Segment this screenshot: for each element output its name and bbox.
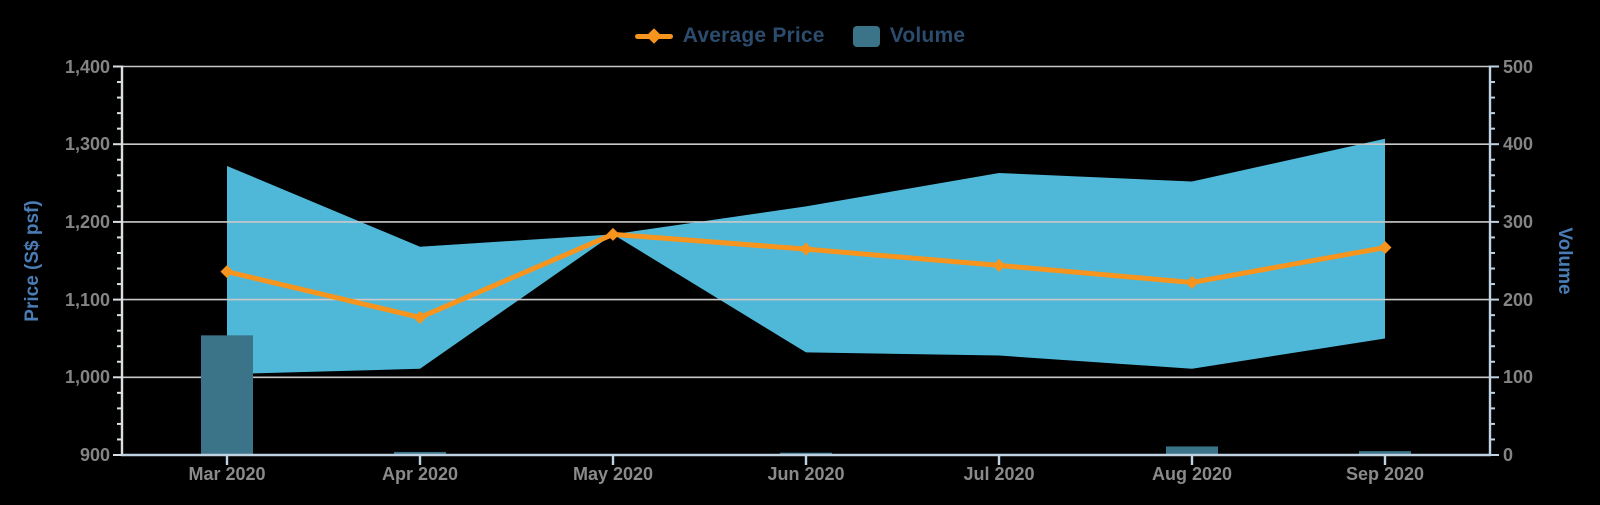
volume-swatch-icon bbox=[852, 25, 880, 47]
left-axis-tick-label: 1,000 bbox=[64, 367, 110, 388]
legend-label-average-price: Average Price bbox=[682, 24, 825, 47]
price-range-band bbox=[227, 138, 1385, 375]
average-price-point bbox=[413, 310, 427, 324]
average-price-point bbox=[1185, 276, 1199, 290]
volume-bar bbox=[394, 451, 446, 455]
x-axis-label: Apr 2020 bbox=[381, 464, 459, 484]
right-axis-tick-label: 0 bbox=[1503, 445, 1514, 465]
x-axis-label: Jul 2020 bbox=[963, 464, 1035, 484]
average-price-line-icon bbox=[634, 28, 673, 44]
right-axis-tick-label: 100 bbox=[1503, 367, 1534, 388]
right-axis-title: Volume bbox=[1554, 227, 1575, 295]
average-price-point bbox=[799, 242, 813, 256]
volume-bar bbox=[1359, 451, 1411, 455]
x-axis-label: Jun 2020 bbox=[767, 464, 845, 484]
left-axis-tick-label: 1,400 bbox=[64, 56, 110, 77]
chart-legend: Average Price Volume bbox=[0, 24, 1600, 48]
volume-bar bbox=[1166, 446, 1218, 455]
right-axis-tick-label: 300 bbox=[1503, 211, 1534, 232]
right-axis-tick-label: 400 bbox=[1503, 134, 1534, 155]
average-price-point bbox=[992, 258, 1006, 272]
right-axis-tick-label: 500 bbox=[1503, 56, 1534, 77]
average-price-point bbox=[220, 265, 234, 279]
right-axis-tick-label: 200 bbox=[1503, 289, 1534, 310]
legend-item-volume[interactable]: Volume bbox=[852, 24, 966, 48]
x-axis-label: Sep 2020 bbox=[1345, 464, 1425, 484]
left-axis-tick-label: 900 bbox=[79, 445, 110, 465]
average-price-point bbox=[1378, 241, 1392, 255]
x-axis-label: Aug 2020 bbox=[1151, 464, 1233, 484]
legend-label-volume: Volume bbox=[889, 24, 966, 47]
left-axis-tick-label: 1,300 bbox=[64, 134, 110, 155]
volume-bar bbox=[201, 335, 253, 455]
x-axis-label: Mar 2020 bbox=[188, 464, 266, 484]
left-axis-tick-label: 1,200 bbox=[64, 211, 110, 232]
average-price-point bbox=[606, 227, 620, 241]
x-axis-label: May 2020 bbox=[572, 464, 654, 484]
legend-item-average-price[interactable]: Average Price bbox=[634, 24, 825, 48]
left-axis-tick-label: 1,100 bbox=[64, 289, 110, 310]
